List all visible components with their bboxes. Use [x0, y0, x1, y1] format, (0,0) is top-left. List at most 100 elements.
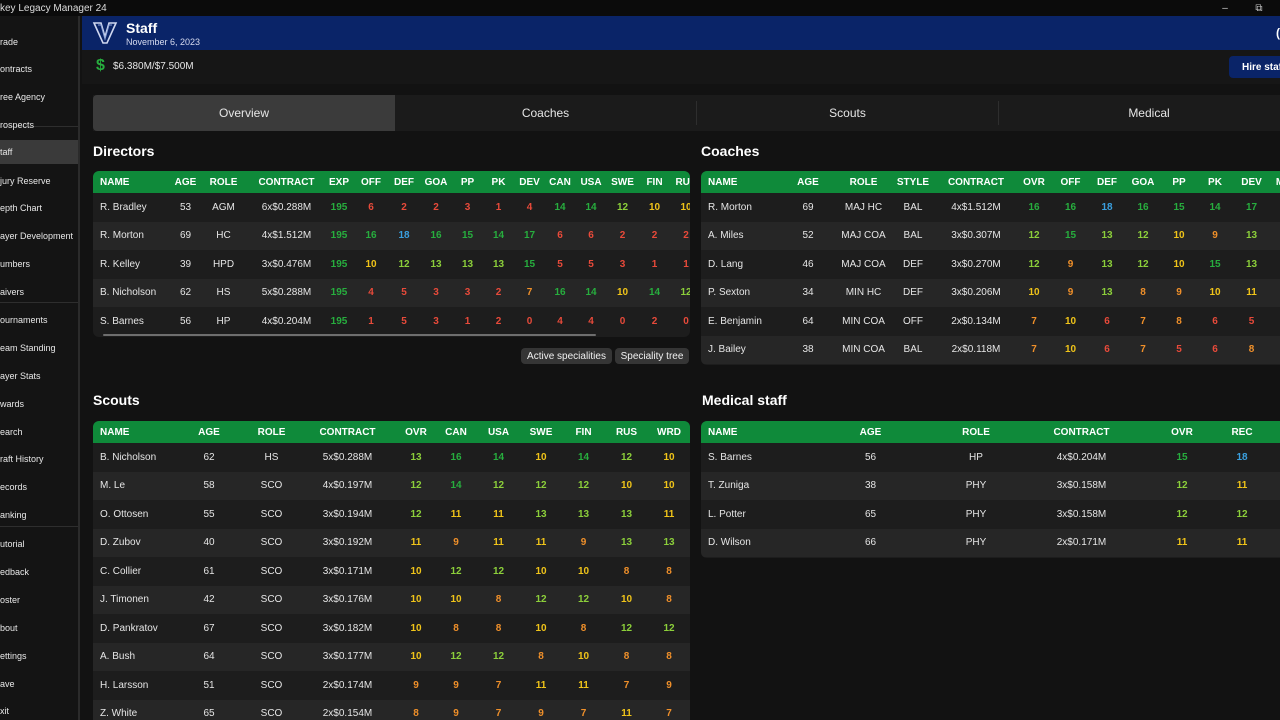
column-header-ovr[interactable]: OVR [397, 421, 435, 443]
column-header-rus[interactable]: RUS [605, 421, 648, 443]
sidebar-item-5[interactable]: jury Reserve [0, 176, 51, 186]
column-header-name[interactable]: NAME [93, 421, 173, 443]
directors-scrollbar[interactable] [103, 334, 596, 336]
column-header-age[interactable]: AGE [172, 171, 199, 193]
sidebar-item-15[interactable]: raft History [0, 454, 44, 464]
column-header-def[interactable]: DEF [1089, 171, 1125, 193]
column-header-fin[interactable]: FIN [562, 421, 605, 443]
staff-name-cell[interactable]: C. Collier [100, 565, 142, 577]
sidebar-item-12[interactable]: ayer Stats [0, 371, 41, 381]
table-row[interactable]: J. Timonen 42 SCO 3x$0.176M 10 10 8 12 12 10 8 [93, 585, 690, 614]
column-header-dev[interactable]: DEV [515, 171, 544, 193]
table-row[interactable]: R. Bradley 53 AGM 6x$0.288M 195 6 2 2 3 1 4 14 14 12 1… [93, 193, 690, 222]
column-header-off[interactable]: OFF [1052, 171, 1089, 193]
column-header-role[interactable]: ROLE [837, 171, 890, 193]
column-header-role[interactable]: ROLE [939, 421, 1013, 443]
column-header-rec[interactable]: REC [1214, 421, 1270, 443]
column-header-def[interactable]: DEF [389, 171, 419, 193]
column-header-ovr[interactable]: OVR [1016, 171, 1052, 193]
hire-staff-button[interactable]: Hire staff [1229, 56, 1280, 78]
column-header-name[interactable]: NAME [701, 171, 779, 193]
staff-name-cell[interactable]: S. Barnes [708, 451, 752, 463]
table-row[interactable]: E. Benjamin 64 MIN COA OFF 2x$0.134M 7 10 6 7 8 6 5… [701, 307, 1280, 336]
table-row[interactable]: B. Nicholson 62 HS 5x$0.288M 195 4 5 3 3 2 7 16 14 10… [93, 278, 690, 307]
table-row[interactable]: R. Kelley 39 HPD 3x$0.476M 195 10 12 13 13 13 15 5 5… [93, 250, 690, 279]
table-row[interactable]: M. Le 58 SCO 4x$0.197M 12 14 12 12 12 10 10 [93, 471, 690, 500]
column-header-role[interactable]: ROLE [245, 421, 298, 443]
staff-name-cell[interactable]: R. Bradley [100, 201, 147, 213]
column-header-can[interactable]: CAN [544, 171, 576, 193]
sidebar-item-3[interactable]: rospects [0, 120, 35, 130]
sidebar-item-14[interactable]: earch [0, 427, 23, 437]
column-header-role[interactable]: ROLE [199, 171, 248, 193]
table-row[interactable]: Z. White 65 SCO 2x$0.154M 8 9 7 9 7 11 7 [93, 699, 690, 720]
table-row[interactable]: A. Miles 52 MAJ COA BAL 3x$0.307M 12 15 13 12 10 9… [701, 221, 1280, 250]
sidebar-item-6[interactable]: epth Chart [0, 203, 43, 213]
column-header-pk[interactable]: PK [482, 171, 515, 193]
column-header-goa[interactable]: GOA [1125, 171, 1161, 193]
staff-name-cell[interactable]: D. Wilson [701, 528, 802, 557]
column-header-fin[interactable]: FIN [639, 171, 670, 193]
sidebar-item-0[interactable]: rade [0, 37, 19, 47]
column-header-name[interactable]: NAME [93, 171, 172, 193]
table-row[interactable]: D. Lang 46 MAJ COA DEF 3x$0.270M 12 9 13 12 10 15 1… [701, 250, 1280, 279]
table-row[interactable]: P. Sexton 34 MIN HC DEF 3x$0.206M 10 9 13 8 9 10 11… [701, 278, 1280, 307]
tab-scouts[interactable]: Scouts [829, 106, 866, 120]
column-header-swe[interactable]: SWE [520, 421, 562, 443]
tab-coaches[interactable]: Coaches [521, 106, 570, 120]
column-header-age[interactable]: AGE [173, 421, 245, 443]
staff-name-cell[interactable]: D. Pankratov [100, 622, 158, 634]
staff-name-cell[interactable]: E. Benjamin [708, 315, 762, 327]
column-header-pk[interactable]: PK [1197, 171, 1233, 193]
table-row[interactable]: C. Collier 61 SCO 3x$0.171M 10 12 12 10 10 8 8 [93, 557, 690, 586]
staff-name-cell[interactable]: A. Bush [93, 642, 173, 671]
sidebar-item-13[interactable]: wards [0, 399, 25, 409]
column-header-swe[interactable]: SWE [606, 171, 639, 193]
sidebar-item-1[interactable]: ontracts [0, 64, 33, 74]
staff-name-cell[interactable]: B. Nicholson [93, 278, 172, 307]
table-row[interactable]: R. Morton 69 HC 4x$1.512M 195 16 18 16 15 14 17 6 6 2… [93, 221, 690, 250]
column-header-matc[interactable]: MATC [1270, 171, 1280, 193]
sidebar-item-4[interactable]: taff [0, 140, 78, 164]
column-header-goa[interactable]: GOA [419, 171, 453, 193]
staff-name-cell[interactable]: L. Potter [708, 508, 746, 520]
table-row[interactable]: H. Larsson 51 SCO 2x$0.174M 9 9 7 11 11 7 9 [93, 671, 690, 700]
staff-name-cell[interactable]: M. Le [93, 471, 173, 500]
tab-medical[interactable]: Medical [1128, 106, 1170, 120]
sidebar-item-11[interactable]: eam Standing [0, 343, 56, 353]
column-header-contract[interactable]: CONTRACT [248, 171, 325, 193]
column-header-pre[interactable]: PRE [1270, 421, 1280, 443]
column-header-name[interactable]: NAME [701, 421, 802, 443]
column-header-contract[interactable]: CONTRACT [1013, 421, 1150, 443]
column-header-ovr[interactable]: OVR [1150, 421, 1214, 443]
column-header-wrd[interactable]: WRD [648, 421, 690, 443]
column-header-pp[interactable]: PP [453, 171, 482, 193]
staff-name-cell[interactable]: O. Ottosen [100, 508, 149, 520]
staff-name-cell[interactable]: A. Miles [701, 221, 779, 250]
sidebar-item-23[interactable]: ave [0, 679, 15, 689]
sidebar-item-18[interactable]: utorial [0, 539, 25, 549]
staff-name-cell[interactable]: R. Kelley [100, 258, 141, 270]
sidebar-item-9[interactable]: aivers [0, 287, 25, 297]
table-row[interactable]: S. Barnes 56 HP 4x$0.204M 195 1 5 3 1 2 0 4 4 0 2 0 [93, 307, 690, 336]
table-row[interactable]: A. Bush 64 SCO 3x$0.177M 10 12 12 8 10 8 8 [93, 642, 690, 671]
staff-name-cell[interactable]: T. Zuniga [701, 471, 802, 500]
table-row[interactable]: S. Barnes 56 HP 4x$0.204M 15 18 12 [701, 443, 1280, 472]
sidebar-item-2[interactable]: ree Agency [0, 92, 46, 102]
sidebar-item-8[interactable]: umbers [0, 259, 31, 269]
table-row[interactable]: O. Ottosen 55 SCO 3x$0.194M 12 11 11 13 13 13 11 [93, 500, 690, 529]
tab-overview[interactable]: Overview [93, 95, 395, 131]
column-header-style[interactable]: STYLE [890, 171, 936, 193]
column-header-pp[interactable]: PP [1161, 171, 1197, 193]
sidebar-item-20[interactable]: oster [0, 595, 21, 605]
staff-name-cell[interactable]: P. Sexton [701, 278, 779, 307]
sidebar-item-7[interactable]: ayer Development [0, 231, 74, 241]
speciality-tree-button[interactable]: Speciality tree [615, 348, 689, 364]
sidebar-item-24[interactable]: xit [0, 706, 9, 716]
staff-name-cell[interactable]: Z. White [93, 699, 173, 720]
column-header-dev[interactable]: DEV [1233, 171, 1270, 193]
staff-name-cell[interactable]: S. Barnes [100, 315, 144, 327]
staff-name-cell[interactable]: D. Lang [708, 258, 744, 270]
